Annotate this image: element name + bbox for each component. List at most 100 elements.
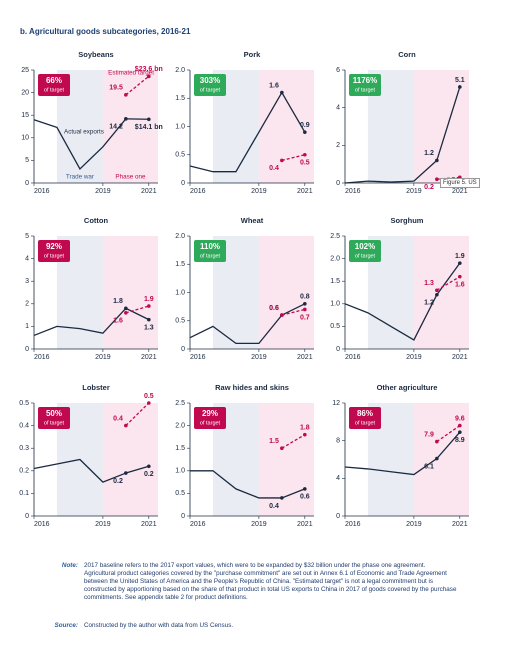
note-label: Note: bbox=[61, 562, 78, 569]
x-tick-label: 2021 bbox=[141, 354, 157, 361]
y-tick-label: 5 bbox=[25, 157, 29, 164]
value-label: 6.1 bbox=[424, 463, 434, 470]
panel-title: Lobster bbox=[82, 383, 110, 392]
point bbox=[458, 423, 462, 428]
y-tick-label: 6 bbox=[336, 67, 340, 74]
value-label: 1.8 bbox=[300, 424, 310, 431]
x-tick-label: 2016 bbox=[345, 521, 361, 528]
point bbox=[147, 317, 151, 322]
point bbox=[147, 74, 151, 79]
series-line bbox=[436, 276, 461, 291]
phase-one-shade bbox=[413, 236, 469, 349]
note: Note: 2017 baseline refers to the 2017 e… bbox=[48, 562, 458, 602]
series-line bbox=[189, 91, 306, 173]
panel-title: Pork bbox=[244, 50, 262, 59]
series-line bbox=[33, 458, 149, 483]
y-tick-label: 8 bbox=[336, 438, 340, 445]
x-tick-label: 2021 bbox=[452, 354, 468, 361]
value-label: 1.9 bbox=[144, 296, 154, 303]
value-label: 1.5 bbox=[269, 438, 279, 445]
point bbox=[280, 158, 284, 163]
y-tick-label: 1 bbox=[25, 323, 29, 330]
x-tick-label: 2019 bbox=[406, 354, 422, 361]
y-tick-label: 0.5 bbox=[175, 490, 185, 497]
point bbox=[303, 487, 307, 491]
point bbox=[458, 274, 462, 279]
badge bbox=[194, 74, 226, 96]
value-label: 5.1 bbox=[455, 77, 465, 84]
series-line bbox=[190, 470, 306, 499]
point bbox=[435, 288, 439, 293]
y-tick-label: 1.5 bbox=[175, 261, 185, 268]
series-line bbox=[281, 308, 305, 316]
point bbox=[147, 401, 151, 405]
y-tick-label: 4 bbox=[25, 255, 29, 262]
y-tick-label: 1.5 bbox=[330, 278, 340, 285]
x-tick-label: 2019 bbox=[95, 354, 111, 361]
y-tick-label: 0 bbox=[25, 513, 29, 520]
y-tick-label: 0.5 bbox=[330, 323, 340, 330]
value-label: $14.1 bn bbox=[135, 124, 163, 131]
series-line bbox=[189, 303, 306, 344]
badge-value: 1176% bbox=[353, 76, 377, 85]
badge-value: 110% bbox=[200, 242, 220, 251]
y-tick-label: 0 bbox=[336, 513, 340, 520]
value-label: 1.8 bbox=[113, 298, 123, 305]
point bbox=[435, 158, 439, 163]
value-label: 0.9 bbox=[300, 122, 310, 129]
point bbox=[124, 311, 128, 315]
x-tick-label: 2021 bbox=[297, 521, 313, 528]
y-tick-label: 12 bbox=[332, 400, 340, 407]
point bbox=[124, 306, 128, 311]
series-line bbox=[33, 118, 149, 171]
badge-subtitle: of target bbox=[44, 253, 65, 259]
y-tick-label: 2.0 bbox=[175, 233, 185, 240]
y-tick-label: 0.2 bbox=[19, 468, 29, 475]
point bbox=[303, 307, 307, 312]
source-label: Source: bbox=[54, 622, 78, 629]
tooltip: Figure 5. US bbox=[440, 178, 480, 188]
y-tick-label: 4 bbox=[336, 105, 340, 112]
y-tick-label: 2.0 bbox=[175, 422, 185, 429]
point bbox=[435, 456, 439, 461]
shade-label: Phase one bbox=[115, 174, 146, 181]
y-tick-label: 0.5 bbox=[19, 400, 29, 407]
x-tick-label: 2019 bbox=[406, 521, 422, 528]
y-tick-label: 0 bbox=[181, 180, 185, 187]
value-label: 14.2 bbox=[109, 124, 123, 131]
x-tick-label: 2019 bbox=[95, 521, 111, 528]
value-label: 7.9 bbox=[424, 431, 434, 438]
y-tick-label: 0 bbox=[25, 180, 29, 187]
value-label: $23.6 bn bbox=[135, 66, 163, 73]
series-line bbox=[281, 154, 305, 162]
x-tick-label: 2016 bbox=[34, 521, 50, 528]
x-tick-label: 2021 bbox=[141, 521, 157, 528]
x-tick-label: 2016 bbox=[190, 354, 206, 361]
phase-one-shade bbox=[258, 403, 314, 516]
value-label: 19.5 bbox=[109, 85, 123, 92]
value-label: 1.2 bbox=[424, 300, 434, 307]
y-tick-label: 0.5 bbox=[175, 318, 185, 325]
series-line bbox=[125, 305, 149, 314]
phase-one-shade bbox=[102, 70, 158, 183]
source: Source: Constructed by the author with d… bbox=[48, 622, 458, 630]
y-tick-label: 1.0 bbox=[175, 289, 185, 296]
value-label: 0.2 bbox=[424, 184, 434, 191]
point bbox=[147, 304, 151, 308]
badge bbox=[349, 407, 381, 429]
y-tick-label: 0.3 bbox=[19, 445, 29, 452]
value-label: 0.8 bbox=[300, 294, 310, 301]
point bbox=[303, 152, 307, 157]
panel-title: Sorghum bbox=[391, 216, 424, 225]
x-tick-label: 2016 bbox=[190, 521, 206, 528]
x-tick-label: 2016 bbox=[345, 188, 361, 195]
y-tick-label: 3 bbox=[25, 278, 29, 285]
badge-subtitle: of target bbox=[355, 87, 376, 93]
value-label: 1.3 bbox=[424, 280, 434, 287]
badge-value: 66% bbox=[46, 76, 62, 85]
phase-one-shade bbox=[102, 403, 158, 516]
point bbox=[303, 130, 307, 134]
x-tick-label: 2016 bbox=[345, 354, 361, 361]
y-tick-label: 25 bbox=[21, 67, 29, 74]
y-tick-label: 0 bbox=[336, 346, 340, 353]
